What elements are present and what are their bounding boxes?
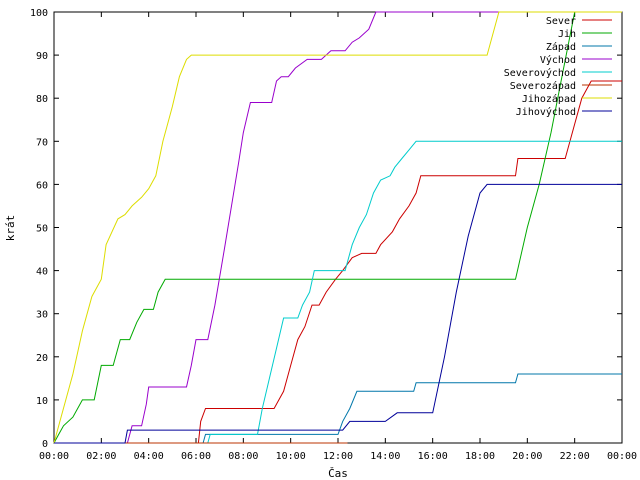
legend-label: Severozápad <box>510 80 576 92</box>
x-tick-label: 02:00 <box>86 451 116 462</box>
x-tick-label: 04:00 <box>134 451 164 462</box>
y-tick-label: 100 <box>30 8 48 19</box>
legend-label: Jihozápad <box>522 93 576 105</box>
y-tick-label: 90 <box>36 51 48 62</box>
x-tick-label: 10:00 <box>276 451 306 462</box>
series-line <box>53 11 622 444</box>
series-line <box>54 11 622 444</box>
legend-label: Jih <box>558 29 576 40</box>
x-tick-label: 22:00 <box>560 451 590 462</box>
y-tick-label: 10 <box>36 396 48 407</box>
legend-label: Jihovýchod <box>516 106 576 118</box>
y-tick-label: 80 <box>36 94 48 105</box>
x-axis-label: Čas <box>328 467 348 480</box>
y-tick-label: 60 <box>36 180 48 191</box>
x-tick-label: 18:00 <box>465 451 495 462</box>
legend-label: Severovýchod <box>504 67 576 79</box>
x-tick-label: 16:00 <box>418 451 448 462</box>
y-tick-label: 70 <box>36 137 48 148</box>
y-tick-label: 50 <box>36 224 48 235</box>
x-tick-label: 14:00 <box>370 451 400 462</box>
x-tick-label: 00:00 <box>607 451 637 462</box>
y-tick-label: 40 <box>36 267 48 278</box>
y-tick-label: 20 <box>36 353 48 364</box>
legend-label: Východ <box>540 54 576 66</box>
x-tick-label: 12:00 <box>323 451 353 462</box>
legend-label: Sever <box>546 16 576 27</box>
series-line <box>53 11 622 444</box>
x-tick-label: 06:00 <box>181 451 211 462</box>
series-line <box>54 140 622 444</box>
series-line <box>54 373 622 444</box>
y-tick-label: 0 <box>42 439 48 450</box>
y-tick-label: 30 <box>36 310 48 321</box>
x-tick-label: 20:00 <box>512 451 542 462</box>
y-axis-label: krát <box>4 215 17 242</box>
series-line <box>54 80 622 444</box>
legend-label: Západ <box>546 41 576 53</box>
x-tick-label: 00:00 <box>39 451 69 462</box>
x-tick-label: 08:00 <box>228 451 258 462</box>
series-line <box>54 183 622 444</box>
